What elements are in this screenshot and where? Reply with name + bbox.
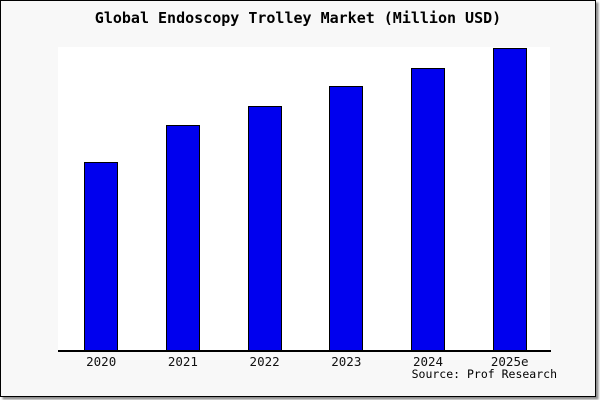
x-tick-label-2025e: 2025e <box>490 353 529 369</box>
source-note: Source: Prof Research <box>411 367 557 381</box>
x-tick-label-2024: 2024 <box>412 353 444 369</box>
bar-2022 <box>247 105 282 350</box>
bar-2025e <box>492 47 527 350</box>
x-tick-label-2021: 2021 <box>167 353 198 369</box>
x-axis-line <box>58 350 551 352</box>
bar-2024 <box>411 68 445 350</box>
x-tick-label-2020: 2020 <box>86 353 117 369</box>
x-tick-label-2023: 2023 <box>331 353 362 369</box>
chart-title: Global Endoscopy Trolley Market (Million… <box>94 9 502 27</box>
bar-2020 <box>84 161 119 350</box>
x-axis-labels: 2020 2021 2022 2023 2024 2025e <box>58 354 550 369</box>
bar-2023 <box>329 86 364 350</box>
plot-area <box>58 47 550 350</box>
bar-2021 <box>165 124 200 350</box>
x-tick-label-2022: 2022 <box>249 353 280 369</box>
